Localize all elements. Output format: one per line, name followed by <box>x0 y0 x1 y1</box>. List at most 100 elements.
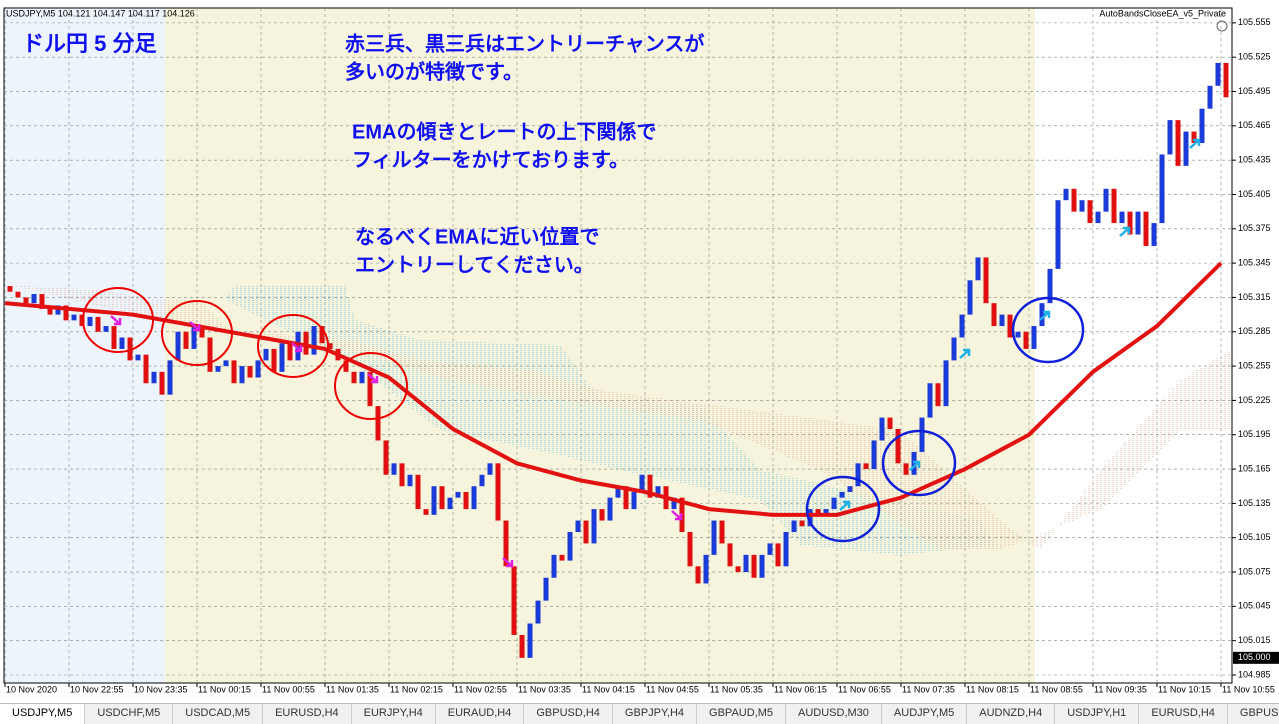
tab[interactable]: AUDJPY,M5 <box>882 704 968 724</box>
arrow <box>1039 310 1051 321</box>
tab[interactable]: GBPJPY,H4 <box>613 704 698 724</box>
candle <box>1167 120 1173 155</box>
circle <box>334 352 408 420</box>
time-label: 11 Nov 06:15 <box>774 684 827 694</box>
candle <box>375 406 381 441</box>
tab[interactable]: USDCHF,M5 <box>85 704 174 724</box>
time-label: 11 Nov 00:15 <box>198 684 251 694</box>
candle <box>1191 131 1197 143</box>
time-label: 11 Nov 03:35 <box>518 684 571 694</box>
candle <box>455 491 461 498</box>
candle <box>1223 62 1229 98</box>
circle <box>161 300 233 366</box>
arrow <box>189 321 201 332</box>
candle <box>87 316 93 327</box>
candle <box>1071 188 1077 212</box>
tab[interactable]: USDJPY,M5 <box>0 704 86 724</box>
price-label: 105.495 <box>1238 86 1271 96</box>
candle <box>527 623 533 658</box>
candle <box>311 326 317 355</box>
time-label: 11 Nov 00:55 <box>262 684 315 694</box>
candle <box>583 520 589 544</box>
price-label: 105.225 <box>1238 395 1271 405</box>
candle <box>935 383 941 407</box>
candle <box>1199 108 1205 143</box>
arrow <box>291 342 303 353</box>
tab[interactable]: EURJPY,H4 <box>352 704 436 724</box>
candle <box>135 354 141 361</box>
candle <box>399 463 405 487</box>
tab[interactable]: GBPUSD,H4 <box>524 704 613 724</box>
tab[interactable]: EURUSD,H4 <box>263 704 352 724</box>
candle <box>119 337 125 349</box>
ea-icon <box>1216 20 1228 32</box>
circle <box>257 314 329 378</box>
candle <box>543 577 549 601</box>
candle <box>167 360 173 395</box>
candle <box>759 554 765 578</box>
price-label: 105.135 <box>1238 498 1271 508</box>
candle <box>1183 131 1189 166</box>
tab[interactable]: USDJPY,H1 <box>1055 704 1140 724</box>
tab[interactable]: GBPUSD,M5 <box>1228 704 1279 724</box>
candle <box>287 343 293 361</box>
price-label: 105.405 <box>1238 189 1271 199</box>
tab[interactable]: AUDNZD,H4 <box>967 704 1056 724</box>
candle <box>639 474 645 492</box>
candle <box>407 474 413 487</box>
candle <box>623 486 629 510</box>
candle <box>487 463 493 475</box>
candle <box>1055 200 1061 269</box>
tab[interactable]: AUDUSD,M30 <box>786 704 882 724</box>
candle <box>1023 331 1029 349</box>
price-label: 105.195 <box>1238 429 1271 439</box>
price-label: 105.045 <box>1238 601 1271 611</box>
candle <box>983 257 989 304</box>
candle <box>559 554 565 561</box>
candle <box>951 337 957 361</box>
price-label: 105.555 <box>1238 17 1271 27</box>
tab[interactable]: EURUSD,H4 <box>1139 704 1228 724</box>
ema-line <box>4 261 1223 517</box>
candle <box>271 348 277 372</box>
candle <box>775 543 781 567</box>
arrow <box>839 500 851 511</box>
candle <box>1087 200 1093 224</box>
buy-arrows <box>839 138 1201 511</box>
candle <box>1039 303 1045 327</box>
time-label: 11 Nov 08:15 <box>966 684 1019 694</box>
time-label: 11 Nov 04:15 <box>582 684 635 694</box>
circle <box>805 475 881 543</box>
candle <box>1095 211 1101 224</box>
annotation: なるべくEMAに近い位置で <box>355 224 599 248</box>
candle <box>943 360 949 407</box>
arrow <box>367 373 379 384</box>
candle <box>471 486 477 510</box>
price-label: 104.985 <box>1238 669 1271 679</box>
candle <box>1119 211 1125 224</box>
tab[interactable]: GBPAUD,M5 <box>697 704 787 724</box>
price-label: 105.165 <box>1238 463 1271 473</box>
candle <box>999 314 1005 327</box>
time-label: 11 Nov 01:35 <box>326 684 379 694</box>
tab[interactable]: USDCAD,M5 <box>173 704 264 724</box>
price-label: 105.255 <box>1238 360 1271 370</box>
price-label: 105.525 <box>1238 52 1271 62</box>
time-label: 10 Nov 22:55 <box>70 684 124 694</box>
candle <box>423 509 429 515</box>
candle <box>231 360 237 384</box>
candle <box>1175 120 1181 166</box>
candle <box>415 474 421 510</box>
arrow <box>909 460 921 471</box>
candle <box>823 509 829 515</box>
candle <box>607 497 613 521</box>
tab[interactable]: EURAUD,H4 <box>436 704 525 724</box>
candle <box>839 491 845 498</box>
candle <box>151 371 157 384</box>
circle <box>881 429 957 497</box>
time-label: 10 Nov 23:35 <box>134 684 188 694</box>
candle <box>887 417 893 430</box>
candle <box>919 417 925 452</box>
candle <box>63 305 69 321</box>
candle <box>1215 62 1221 86</box>
